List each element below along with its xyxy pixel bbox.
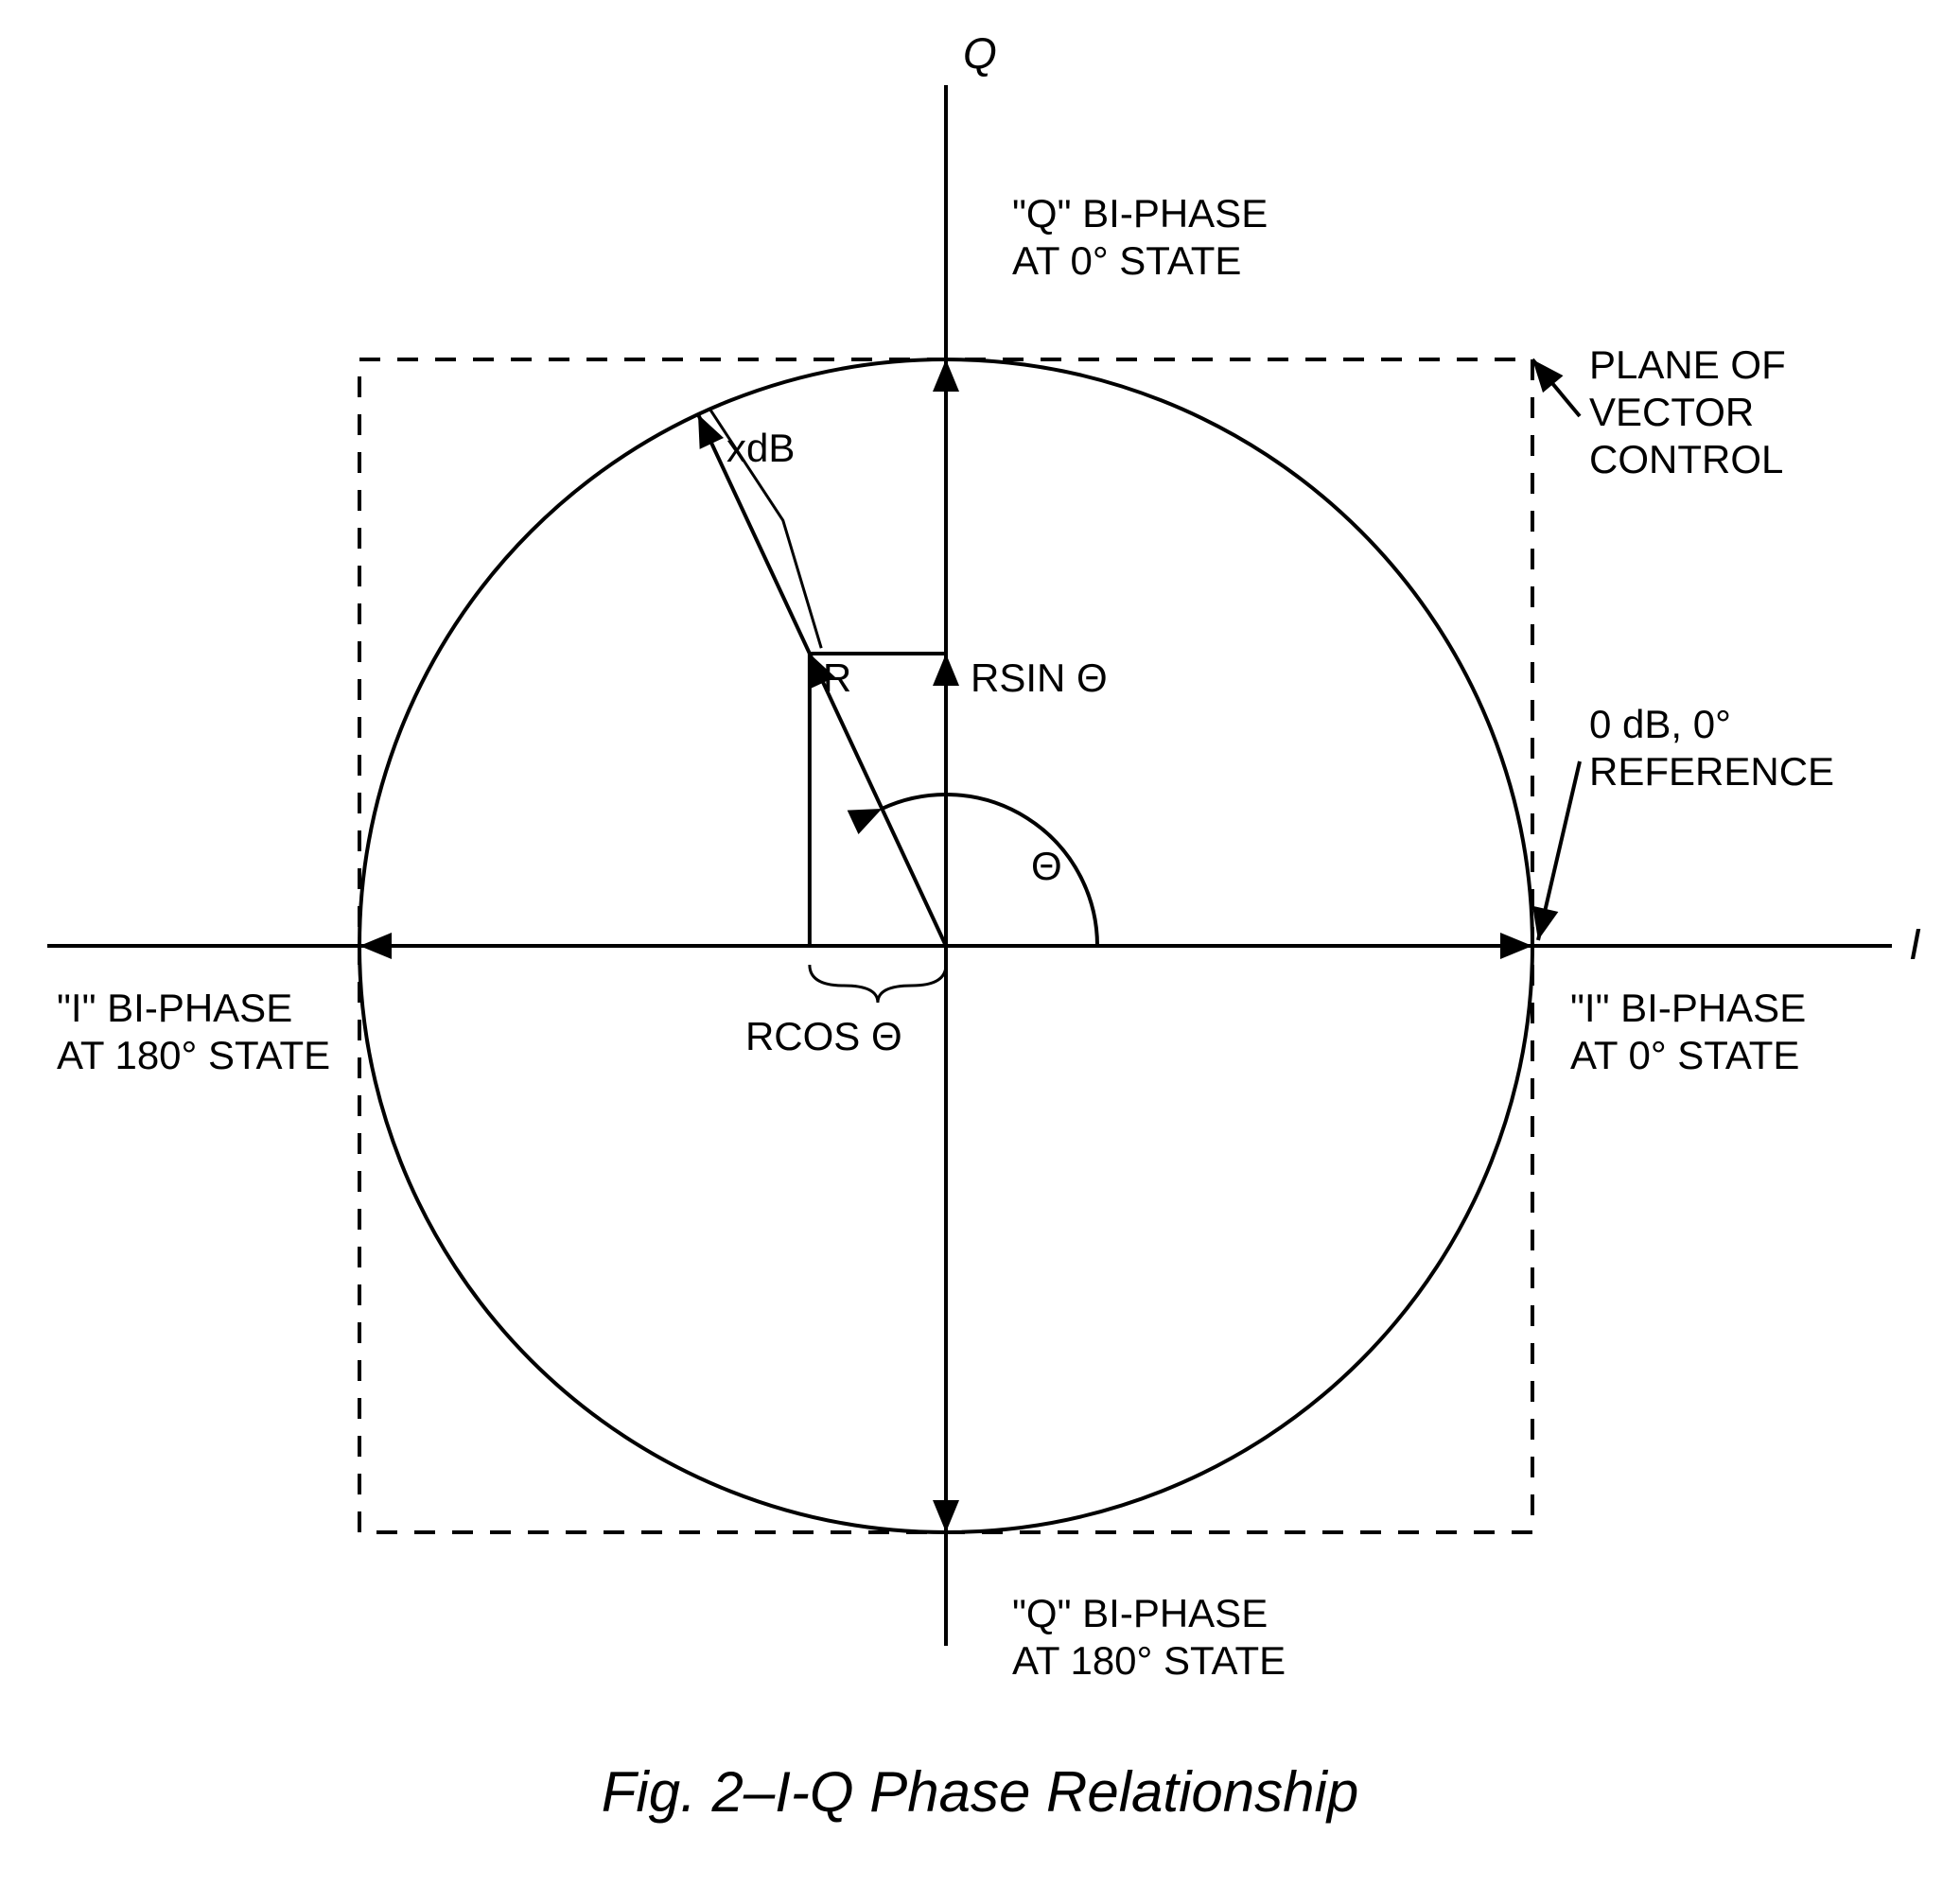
label-q-top-2: AT 0° STATE (1012, 238, 1241, 283)
label-ref-2: REFERENCE (1589, 749, 1834, 794)
label-i-left-2: AT 180° STATE (57, 1033, 330, 1077)
label-plane-2: VECTOR (1589, 390, 1754, 434)
axis-label-i: I (1909, 919, 1921, 969)
label-plane-3: CONTROL (1589, 437, 1783, 481)
label-i-left-1: "I" BI-PHASE (57, 986, 292, 1030)
label-q-bot-2: AT 180° STATE (1012, 1638, 1286, 1683)
label-i-right-2: AT 0° STATE (1570, 1033, 1799, 1077)
label-xdb: xdB (726, 426, 795, 470)
label-r: R (823, 655, 851, 700)
figure-caption: Fig. 2–I-Q Phase Relationship (602, 1760, 1358, 1824)
label-rcos: RCOS Θ (745, 1014, 902, 1058)
label-plane-1: PLANE OF (1589, 342, 1786, 387)
label-q-top-1: "Q" BI-PHASE (1012, 191, 1268, 236)
iq-phase-diagram: QI"Q" BI-PHASEAT 0° STATE"Q" BI-PHASEAT … (0, 0, 1960, 1887)
axis-label-q: Q (963, 28, 997, 78)
label-q-bot-1: "Q" BI-PHASE (1012, 1591, 1268, 1635)
label-theta: Θ (1031, 844, 1062, 888)
label-i-right-1: "I" BI-PHASE (1570, 986, 1806, 1030)
label-rsin: RSIN Θ (971, 655, 1108, 700)
label-ref-1: 0 dB, 0° (1589, 702, 1731, 746)
